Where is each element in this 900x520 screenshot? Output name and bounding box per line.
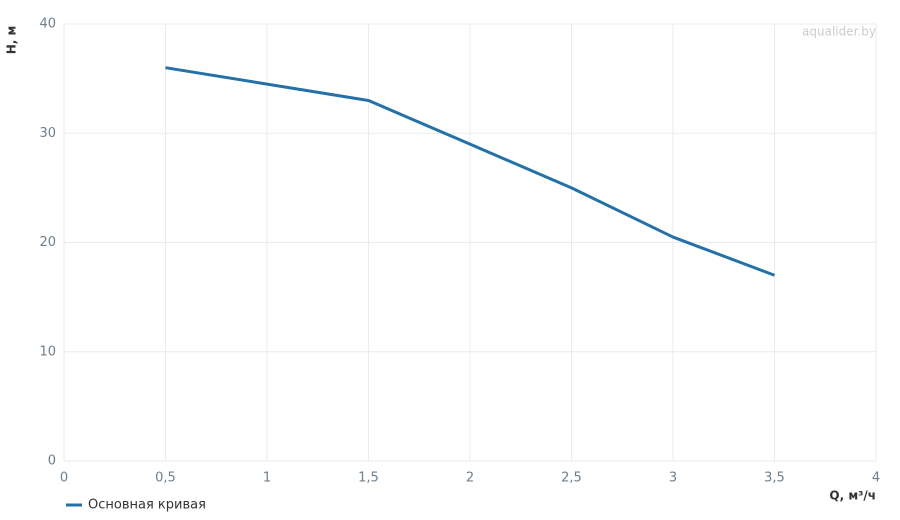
x-tick-label: 3,5 xyxy=(764,471,785,486)
y-axis-label: H, м xyxy=(5,26,19,55)
y-tick-label: 10 xyxy=(39,344,56,359)
x-tick-label: 2,5 xyxy=(561,471,582,486)
watermark: aqualider.by xyxy=(802,25,876,39)
x-tick-label: 2 xyxy=(466,471,474,486)
y-tick-label: 40 xyxy=(39,17,56,32)
line xyxy=(165,66,776,277)
x-tick-label: 1 xyxy=(263,471,271,486)
x-axis-label: Q, м³/ч xyxy=(829,489,876,503)
y-tick-label: 20 xyxy=(39,235,56,250)
x-tick-label: 4 xyxy=(872,471,880,486)
x-tick-label: 0 xyxy=(60,471,68,486)
y-tick-label: 0 xyxy=(48,454,56,469)
legend-label: Основная кривая xyxy=(88,498,206,513)
x-tick-label: 1,5 xyxy=(358,471,379,486)
x-tick-label: 0,5 xyxy=(155,471,176,486)
y-tick-label: 30 xyxy=(39,126,56,141)
x-tick-label: 3 xyxy=(669,471,677,486)
